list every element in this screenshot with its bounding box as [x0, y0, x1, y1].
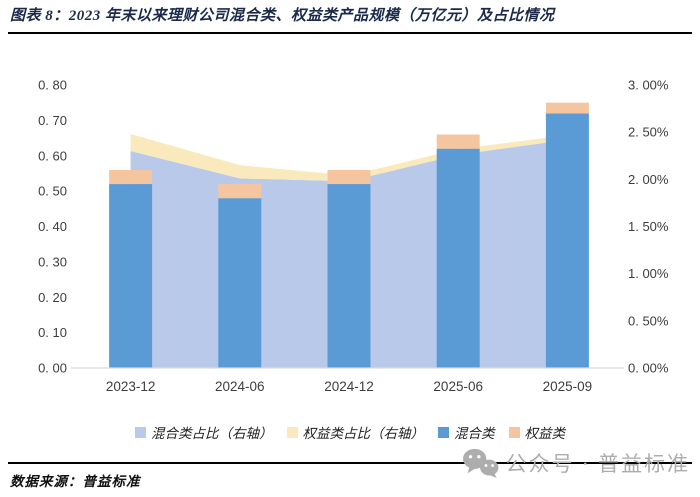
bar-equity: [109, 170, 152, 184]
bar-equity: [328, 170, 371, 184]
bar-equity: [437, 135, 480, 149]
legend-label: 混合类: [454, 422, 495, 442]
legend-item: 权益类占比（右轴）: [287, 422, 425, 442]
data-source-note: 数据来源：普益标准: [10, 470, 141, 490]
y-axis-left-tick-label: 0. 10: [38, 325, 67, 340]
y-axis-right-tick-label: 2. 00%: [628, 172, 669, 187]
legend-swatch: [438, 427, 449, 438]
legend-label: 权益类占比（右轴）: [303, 422, 425, 442]
wechat-watermark: 公众号 · 普益标准: [462, 446, 691, 480]
chart-legend: 混合类占比（右轴） 权益类占比（右轴） 混合类 权益类: [0, 421, 700, 443]
bar-mixed: [109, 184, 152, 368]
legend-swatch: [287, 427, 298, 438]
top-divider: [8, 32, 692, 34]
y-axis-right-tick-label: 1. 50%: [628, 219, 669, 234]
y-axis-left-tick-label: 0. 50: [38, 184, 67, 199]
legend-item: 权益类: [509, 422, 566, 442]
y-axis-left-tick-label: 0. 30: [38, 254, 67, 269]
y-axis-left-tick-label: 0. 40: [38, 219, 67, 234]
watermark-text: 公众号 · 普益标准: [506, 448, 691, 478]
figure-title: 图表 8：2023 年末以来理财公司混合类、权益类产品规模（万亿元）及占比情况: [10, 6, 690, 26]
y-axis-right-tick-label: 1. 00%: [628, 266, 669, 281]
legend-item: 混合类: [438, 422, 495, 442]
x-axis-category-label: 2024-12: [324, 379, 374, 394]
legend-label: 混合类占比（右轴）: [151, 422, 273, 442]
bar-mixed: [218, 198, 261, 368]
legend-swatch: [509, 427, 520, 438]
wechat-icon: [462, 448, 499, 478]
bar-mixed: [328, 184, 371, 368]
y-axis-left-tick-label: 0. 20: [38, 290, 67, 305]
legend-swatch: [135, 427, 146, 438]
y-axis-left-tick-label: 0. 00: [38, 361, 67, 376]
legend-item: 混合类占比（右轴）: [135, 422, 273, 442]
x-axis-category-label: 2024-06: [215, 379, 265, 394]
y-axis-right-tick-label: 0. 00%: [628, 361, 669, 376]
bar-mixed: [546, 113, 589, 368]
y-axis-right-tick-label: 3. 00%: [628, 78, 669, 93]
y-axis-right-tick-label: 2. 50%: [628, 125, 669, 140]
y-axis-left-tick-label: 0. 70: [38, 113, 67, 128]
x-axis-category-label: 2025-09: [543, 379, 593, 394]
y-axis-left-tick-label: 0. 80: [38, 78, 67, 93]
x-axis-category-label: 2025-06: [433, 379, 483, 394]
x-axis-category-label: 2023-12: [106, 379, 156, 394]
y-axis-left-tick-label: 0. 60: [38, 148, 67, 163]
bar-equity: [546, 103, 589, 114]
y-axis-right-tick-label: 0. 50%: [628, 313, 669, 328]
legend-label: 权益类: [525, 422, 566, 442]
combo-chart: 0. 00 0. 10 0. 20 0. 30 0. 40 0. 50 0. 60 0. 70…: [0, 40, 700, 415]
bar-mixed: [437, 149, 480, 368]
bar-equity: [218, 184, 261, 198]
